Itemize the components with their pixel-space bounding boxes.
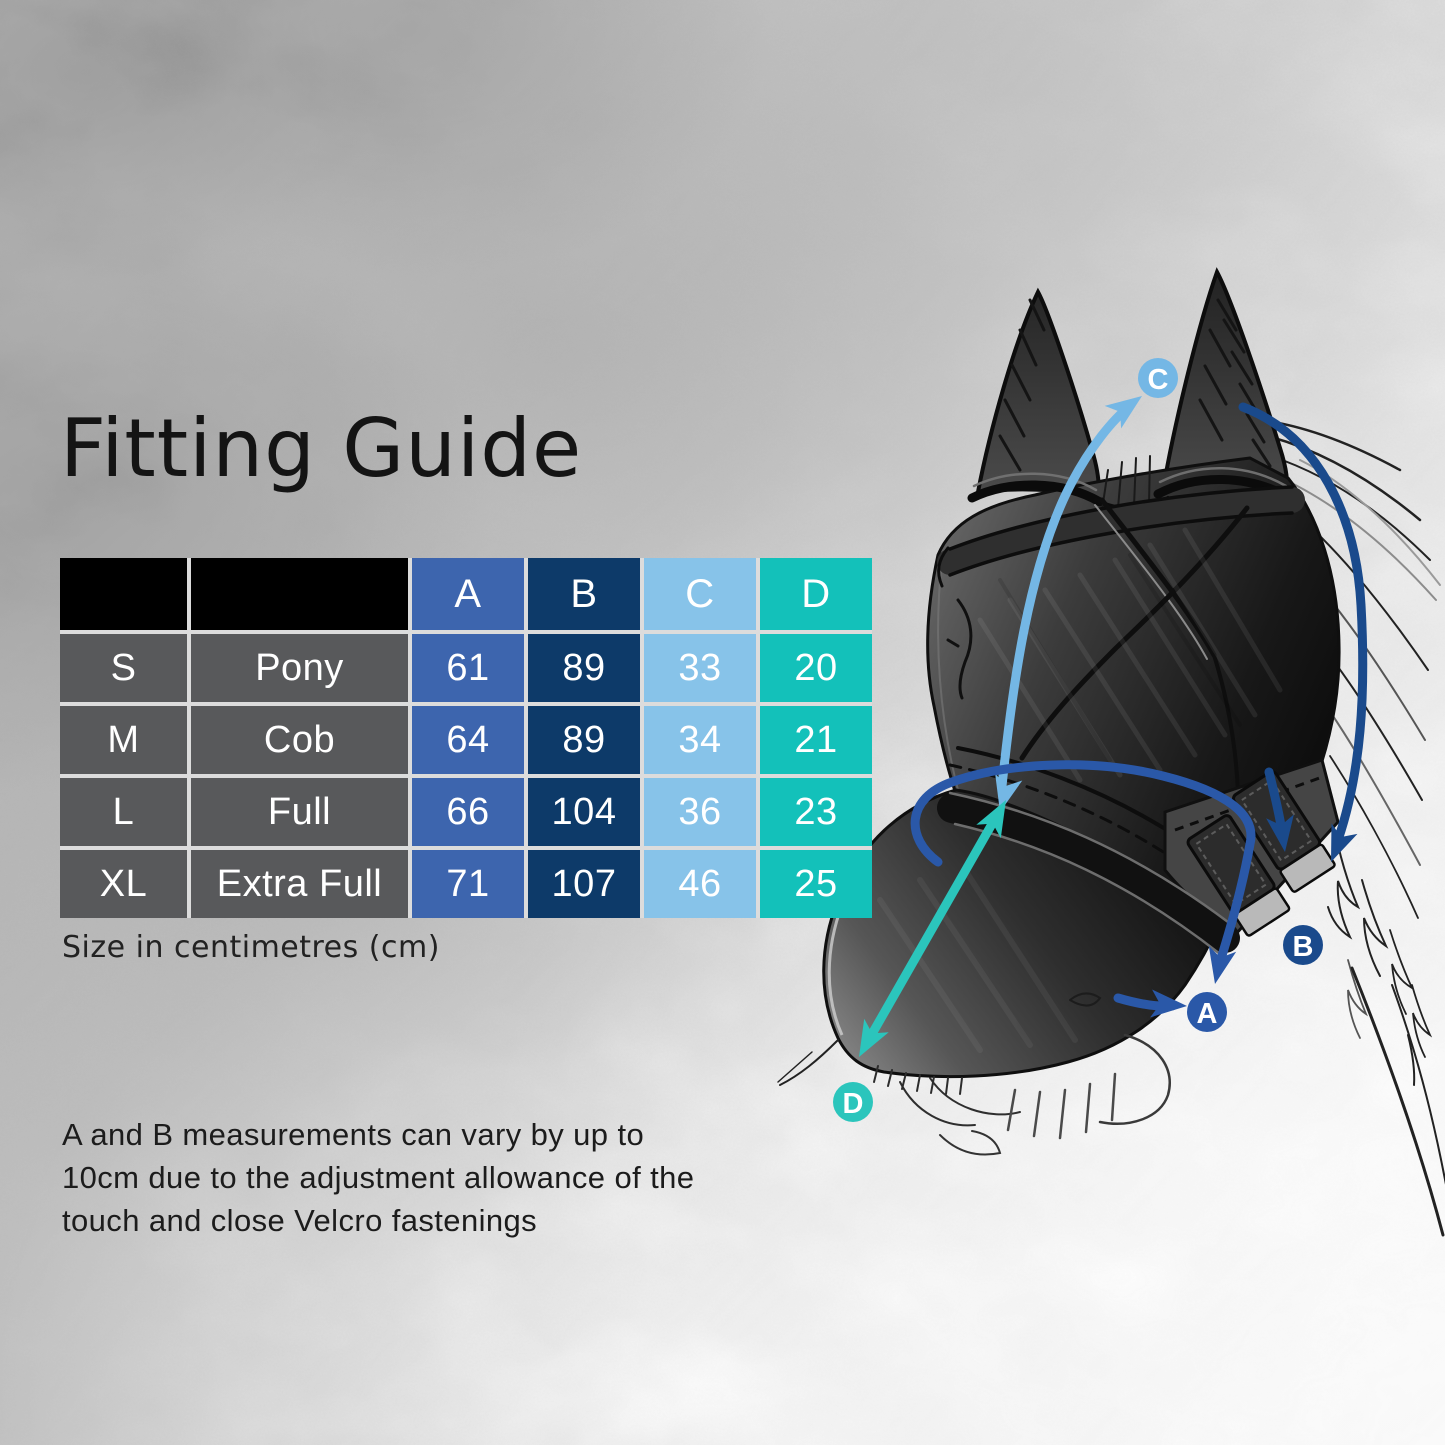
column-header-a: A (412, 558, 524, 630)
table-corner-cell-size (60, 558, 187, 630)
value-cell-a: 61 (412, 634, 524, 702)
value-cell-d: 25 (760, 850, 872, 918)
column-header-c: C (644, 558, 756, 630)
label-b-letter: B (1293, 931, 1314, 963)
value-cell-b: 89 (528, 634, 640, 702)
measurement-labels: C B A D (833, 358, 1323, 1122)
column-header-d: D (760, 558, 872, 630)
value-cell-b: 107 (528, 850, 640, 918)
label-a-letter: A (1197, 998, 1218, 1030)
value-cell-b: 89 (528, 706, 640, 774)
value-cell-a: 71 (412, 850, 524, 918)
value-cell-c: 36 (644, 778, 756, 846)
name-cell: Extra Full (191, 850, 408, 918)
value-cell-a: 64 (412, 706, 524, 774)
name-cell: Cob (191, 706, 408, 774)
muzzle-rim-light (827, 904, 844, 1036)
value-cell-d: 23 (760, 778, 872, 846)
measurement-footnote: A and B measurements can vary by up to 1… (62, 1117, 695, 1238)
size-table: A B C D S Pony 61 89 33 20 M Cob 64 89 3… (60, 558, 872, 918)
eye-dart (946, 598, 973, 700)
unit-note: Size in centimetres (cm) (62, 930, 440, 965)
measurement-arrows (846, 384, 1368, 1064)
label-a-badge (1187, 992, 1227, 1032)
jaw-stitch-line (1174, 774, 1326, 832)
ear-hatching (998, 298, 1272, 472)
table-corner-cell-name (191, 558, 408, 630)
face-edge-highlight (937, 559, 959, 791)
label-d-badge (833, 1082, 873, 1122)
size-cell: L (60, 778, 187, 846)
name-cell: Full (191, 778, 408, 846)
value-cell-d: 20 (760, 634, 872, 702)
label-b-badge (1283, 925, 1323, 965)
page-title: Fitting Guide (60, 402, 583, 495)
arrow-a (910, 760, 1256, 967)
size-cell: S (60, 634, 187, 702)
label-c-letter: C (1148, 364, 1169, 396)
browband-seam (937, 485, 1305, 588)
neck-lines (1350, 966, 1445, 1237)
arrow-c (997, 401, 1135, 791)
value-cell-a: 66 (412, 778, 524, 846)
chin-lip-sketch (777, 992, 1171, 1156)
value-cell-b: 104 (528, 778, 640, 846)
velcro-straps (1186, 770, 1336, 937)
value-cell-c: 46 (644, 850, 756, 918)
value-cell-c: 34 (644, 706, 756, 774)
value-cell-c: 33 (644, 634, 756, 702)
arrow-d (867, 819, 997, 1039)
label-d-letter: D (843, 1088, 864, 1120)
label-c-badge (1138, 358, 1178, 398)
name-cell: Pony (191, 634, 408, 702)
arrow-b (1238, 402, 1368, 845)
size-cell: XL (60, 850, 187, 918)
value-cell-d: 21 (760, 706, 872, 774)
size-cell: M (60, 706, 187, 774)
column-header-b: B (528, 558, 640, 630)
